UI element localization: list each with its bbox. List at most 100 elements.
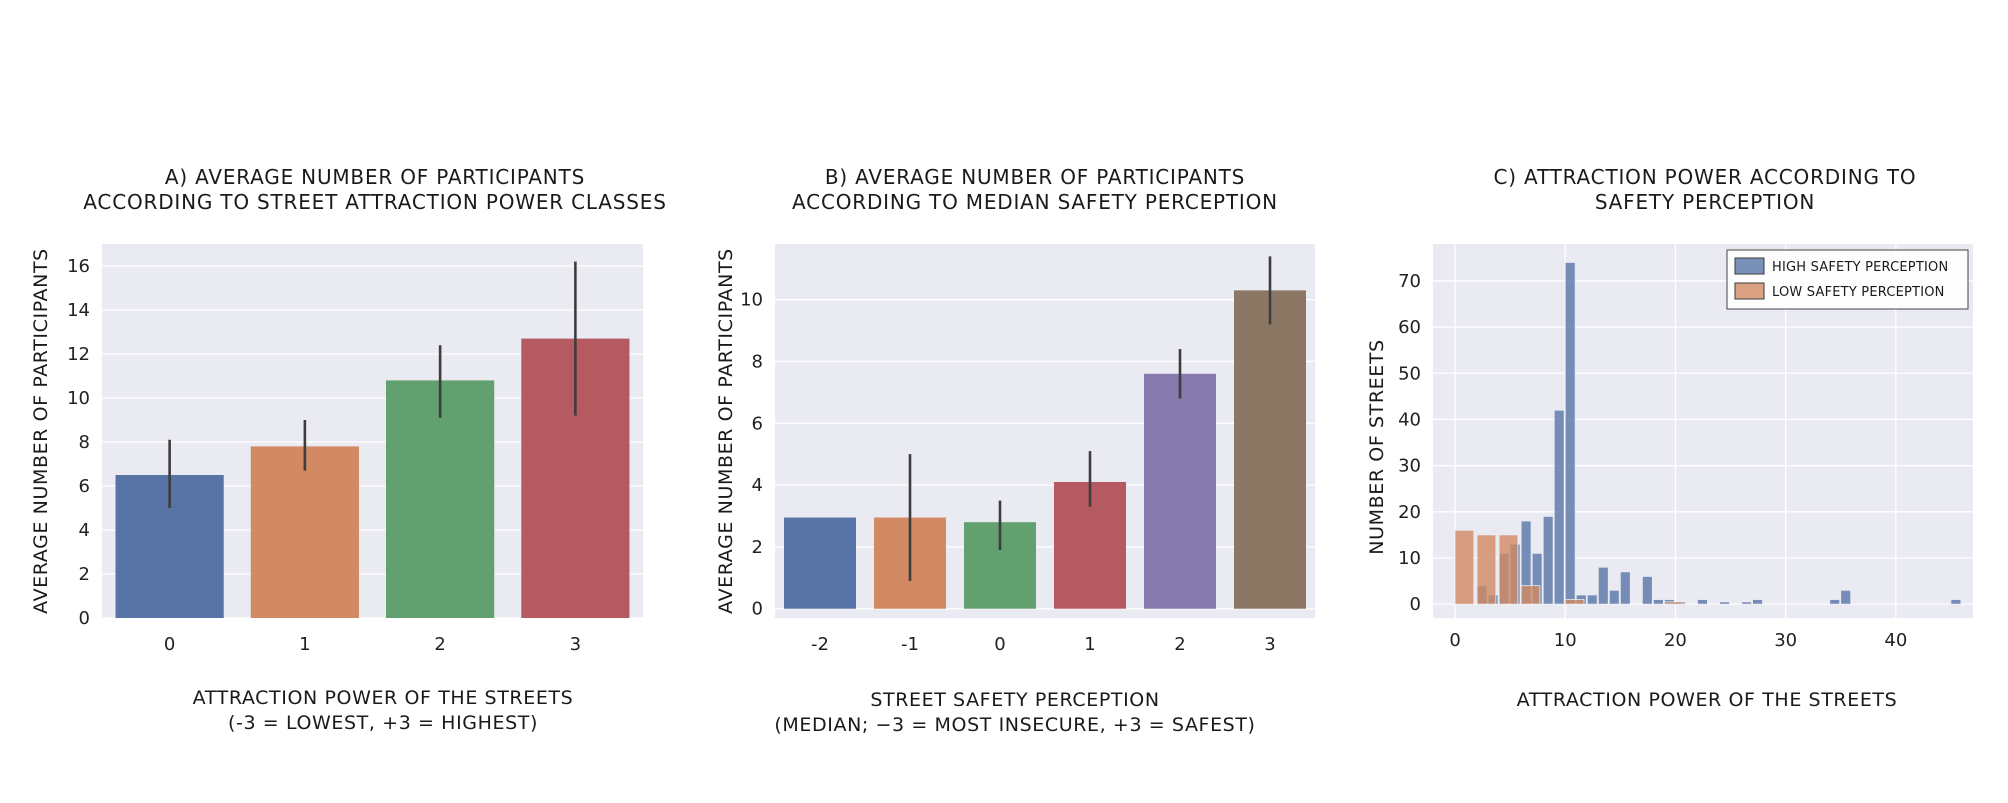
x-tick-label: 10: [1554, 630, 1577, 651]
high-safety-bin-27: [1752, 599, 1763, 605]
y-tick-label: 4: [752, 475, 763, 496]
x-tick-label: -2: [811, 634, 829, 655]
panel-a-x-axis-label-line-1: ATTRACTION POWER OF THE STREETS: [193, 687, 574, 709]
high-safety-bin-22: [1697, 599, 1708, 605]
high-safety-bin-15: [1619, 571, 1631, 605]
panel-c-legend: HIGH SAFETY PERCEPTION LOW SAFETY PERCEP…: [1726, 249, 1969, 310]
panel-b-x-ticks: -2 -1 0 1 2 3: [811, 634, 1276, 655]
panel-b-error-bars: [908, 256, 1272, 581]
panel-a: A) AVERAGE NUMBER OF PARTICIPANTS ACCORD…: [30, 165, 666, 734]
panel-b-plot-area: [775, 244, 1315, 618]
high-safety-bin-13: [1597, 566, 1609, 605]
legend-label-high: HIGH SAFETY PERCEPTION: [1772, 260, 1948, 275]
x-tick-label: 0: [164, 634, 175, 655]
panel-b: B) AVERAGE NUMBER OF PARTICIPANTS ACCORD…: [715, 165, 1315, 736]
y-tick-label: 6: [79, 476, 90, 497]
panel-c-title-line-2: SAFETY PERCEPTION: [1595, 190, 1815, 214]
high-safety-bin-17: [1641, 576, 1653, 605]
y-tick-label: 30: [1398, 456, 1421, 477]
x-tick-label: 1: [1084, 634, 1095, 655]
legend-swatch-low: [1734, 282, 1765, 300]
legend-box: [1726, 249, 1969, 310]
high-safety-bin-35: [1840, 589, 1852, 605]
panel-a-error-bars: [168, 261, 577, 508]
bar-2: [1144, 373, 1216, 609]
panel-b-x-axis-label-line-2: (MEDIAN; −3 = MOST INSECURE, +3 = SAFEST…: [774, 714, 1255, 736]
x-tick-label: 20: [1664, 630, 1687, 651]
low-safety-bin-6: [1520, 585, 1541, 605]
panel-a-bars: [115, 338, 630, 618]
high-safety-bin-10: [1564, 262, 1576, 605]
low-safety-bin-0: [1454, 529, 1475, 605]
y-tick-label: 10: [1398, 548, 1421, 569]
panel-b-x-axis-label-line-1: STREET SAFETY PERCEPTION: [870, 689, 1159, 711]
y-tick-label: 4: [79, 520, 90, 541]
y-tick-label: 8: [79, 432, 90, 453]
x-tick-label: 0: [994, 634, 1005, 655]
panel-a-title-line-1: A) AVERAGE NUMBER OF PARTICIPANTS: [165, 165, 585, 189]
y-tick-label: 70: [1398, 271, 1421, 292]
panel-b-y-axis-label: AVERAGE NUMBER OF PARTICIPANTS: [715, 248, 737, 614]
panel-b-y-ticks: 0 2 4 6 8 10: [740, 290, 763, 620]
y-tick-label: 60: [1398, 317, 1421, 338]
y-tick-label: 0: [1410, 594, 1421, 615]
x-tick-label: 0: [1449, 630, 1460, 651]
y-tick-label: 20: [1398, 502, 1421, 523]
x-tick-label: 1: [299, 634, 310, 655]
panel-c-histogram-bars: [1454, 262, 1962, 605]
x-tick-label: 30: [1774, 630, 1797, 651]
y-tick-label: 50: [1398, 363, 1421, 384]
panel-a-x-axis-label-line-2: (-3 = LOWEST, +3 = HIGHEST): [228, 712, 538, 734]
y-tick-label: 2: [752, 537, 763, 558]
bar--2: [784, 517, 856, 609]
low-safety-bin-19: [1664, 601, 1684, 605]
panel-a-y-axis-label: AVERAGE NUMBER OF PARTICIPANTS: [30, 248, 52, 614]
y-tick-label: 10: [67, 388, 90, 409]
panel-b-bars: [784, 290, 1306, 609]
panel-c: C) ATTRACTION POWER ACCORDING TO SAFETY …: [1366, 165, 1973, 711]
bar-3: [1234, 290, 1306, 609]
high-safety-bin-8: [1542, 516, 1554, 605]
panel-b-gridlines: [775, 298, 1315, 610]
x-tick-label: 2: [1174, 634, 1185, 655]
legend-swatch-high: [1734, 257, 1765, 275]
bar-1: [250, 446, 359, 618]
high-safety-bin-18: [1653, 599, 1664, 605]
y-tick-label: 2: [79, 564, 90, 585]
bar-2: [386, 380, 495, 618]
panel-a-title-line-2: ACCORDING TO STREET ATTRACTION POWER CLA…: [83, 190, 666, 214]
panel-c-y-ticks: 0 10 20 30 40 50 60 70: [1398, 271, 1421, 615]
y-tick-label: 10: [740, 290, 763, 311]
panel-c-x-axis-label: ATTRACTION POWER OF THE STREETS: [1517, 689, 1898, 711]
y-tick-label: 6: [752, 413, 763, 434]
y-tick-label: 40: [1398, 409, 1421, 430]
y-tick-label: 16: [67, 256, 90, 277]
y-tick-label: 0: [79, 608, 90, 629]
high-safety-bin-14: [1608, 589, 1620, 605]
x-tick-label: 40: [1884, 630, 1907, 651]
panel-b-title-line-1: B) AVERAGE NUMBER OF PARTICIPANTS: [825, 165, 1245, 189]
x-tick-label: 3: [570, 634, 581, 655]
low-safety-bin-2: [1476, 534, 1497, 605]
y-tick-label: 14: [67, 300, 90, 321]
high-safety-bin-9: [1553, 409, 1565, 605]
panel-c-y-axis-label: NUMBER OF STREETS: [1366, 339, 1388, 554]
panel-a-x-ticks: 0 1 2 3: [164, 634, 581, 655]
x-tick-label: 2: [434, 634, 445, 655]
x-tick-label: 3: [1264, 634, 1275, 655]
panel-a-y-ticks: 0 2 4 6 8 10 12 14 16: [67, 256, 90, 629]
panel-b-title-line-2: ACCORDING TO MEDIAN SAFETY PERCEPTION: [792, 190, 1278, 214]
y-tick-label: 12: [67, 344, 90, 365]
y-tick-label: 0: [752, 599, 763, 620]
panel-c-x-ticks: 0 10 20 30 40: [1449, 630, 1907, 651]
low-safety-bin-10: [1564, 599, 1585, 605]
high-safety-bin-26: [1741, 601, 1752, 605]
x-tick-label: -1: [901, 634, 919, 655]
panel-c-title-line-1: C) ATTRACTION POWER ACCORDING TO: [1494, 165, 1917, 189]
low-safety-bin-4: [1498, 534, 1519, 605]
high-safety-bin-24: [1719, 601, 1730, 605]
high-safety-bin-45: [1950, 599, 1962, 605]
high-safety-bin-12: [1586, 594, 1598, 605]
legend-label-low: LOW SAFETY PERCEPTION: [1772, 285, 1945, 300]
